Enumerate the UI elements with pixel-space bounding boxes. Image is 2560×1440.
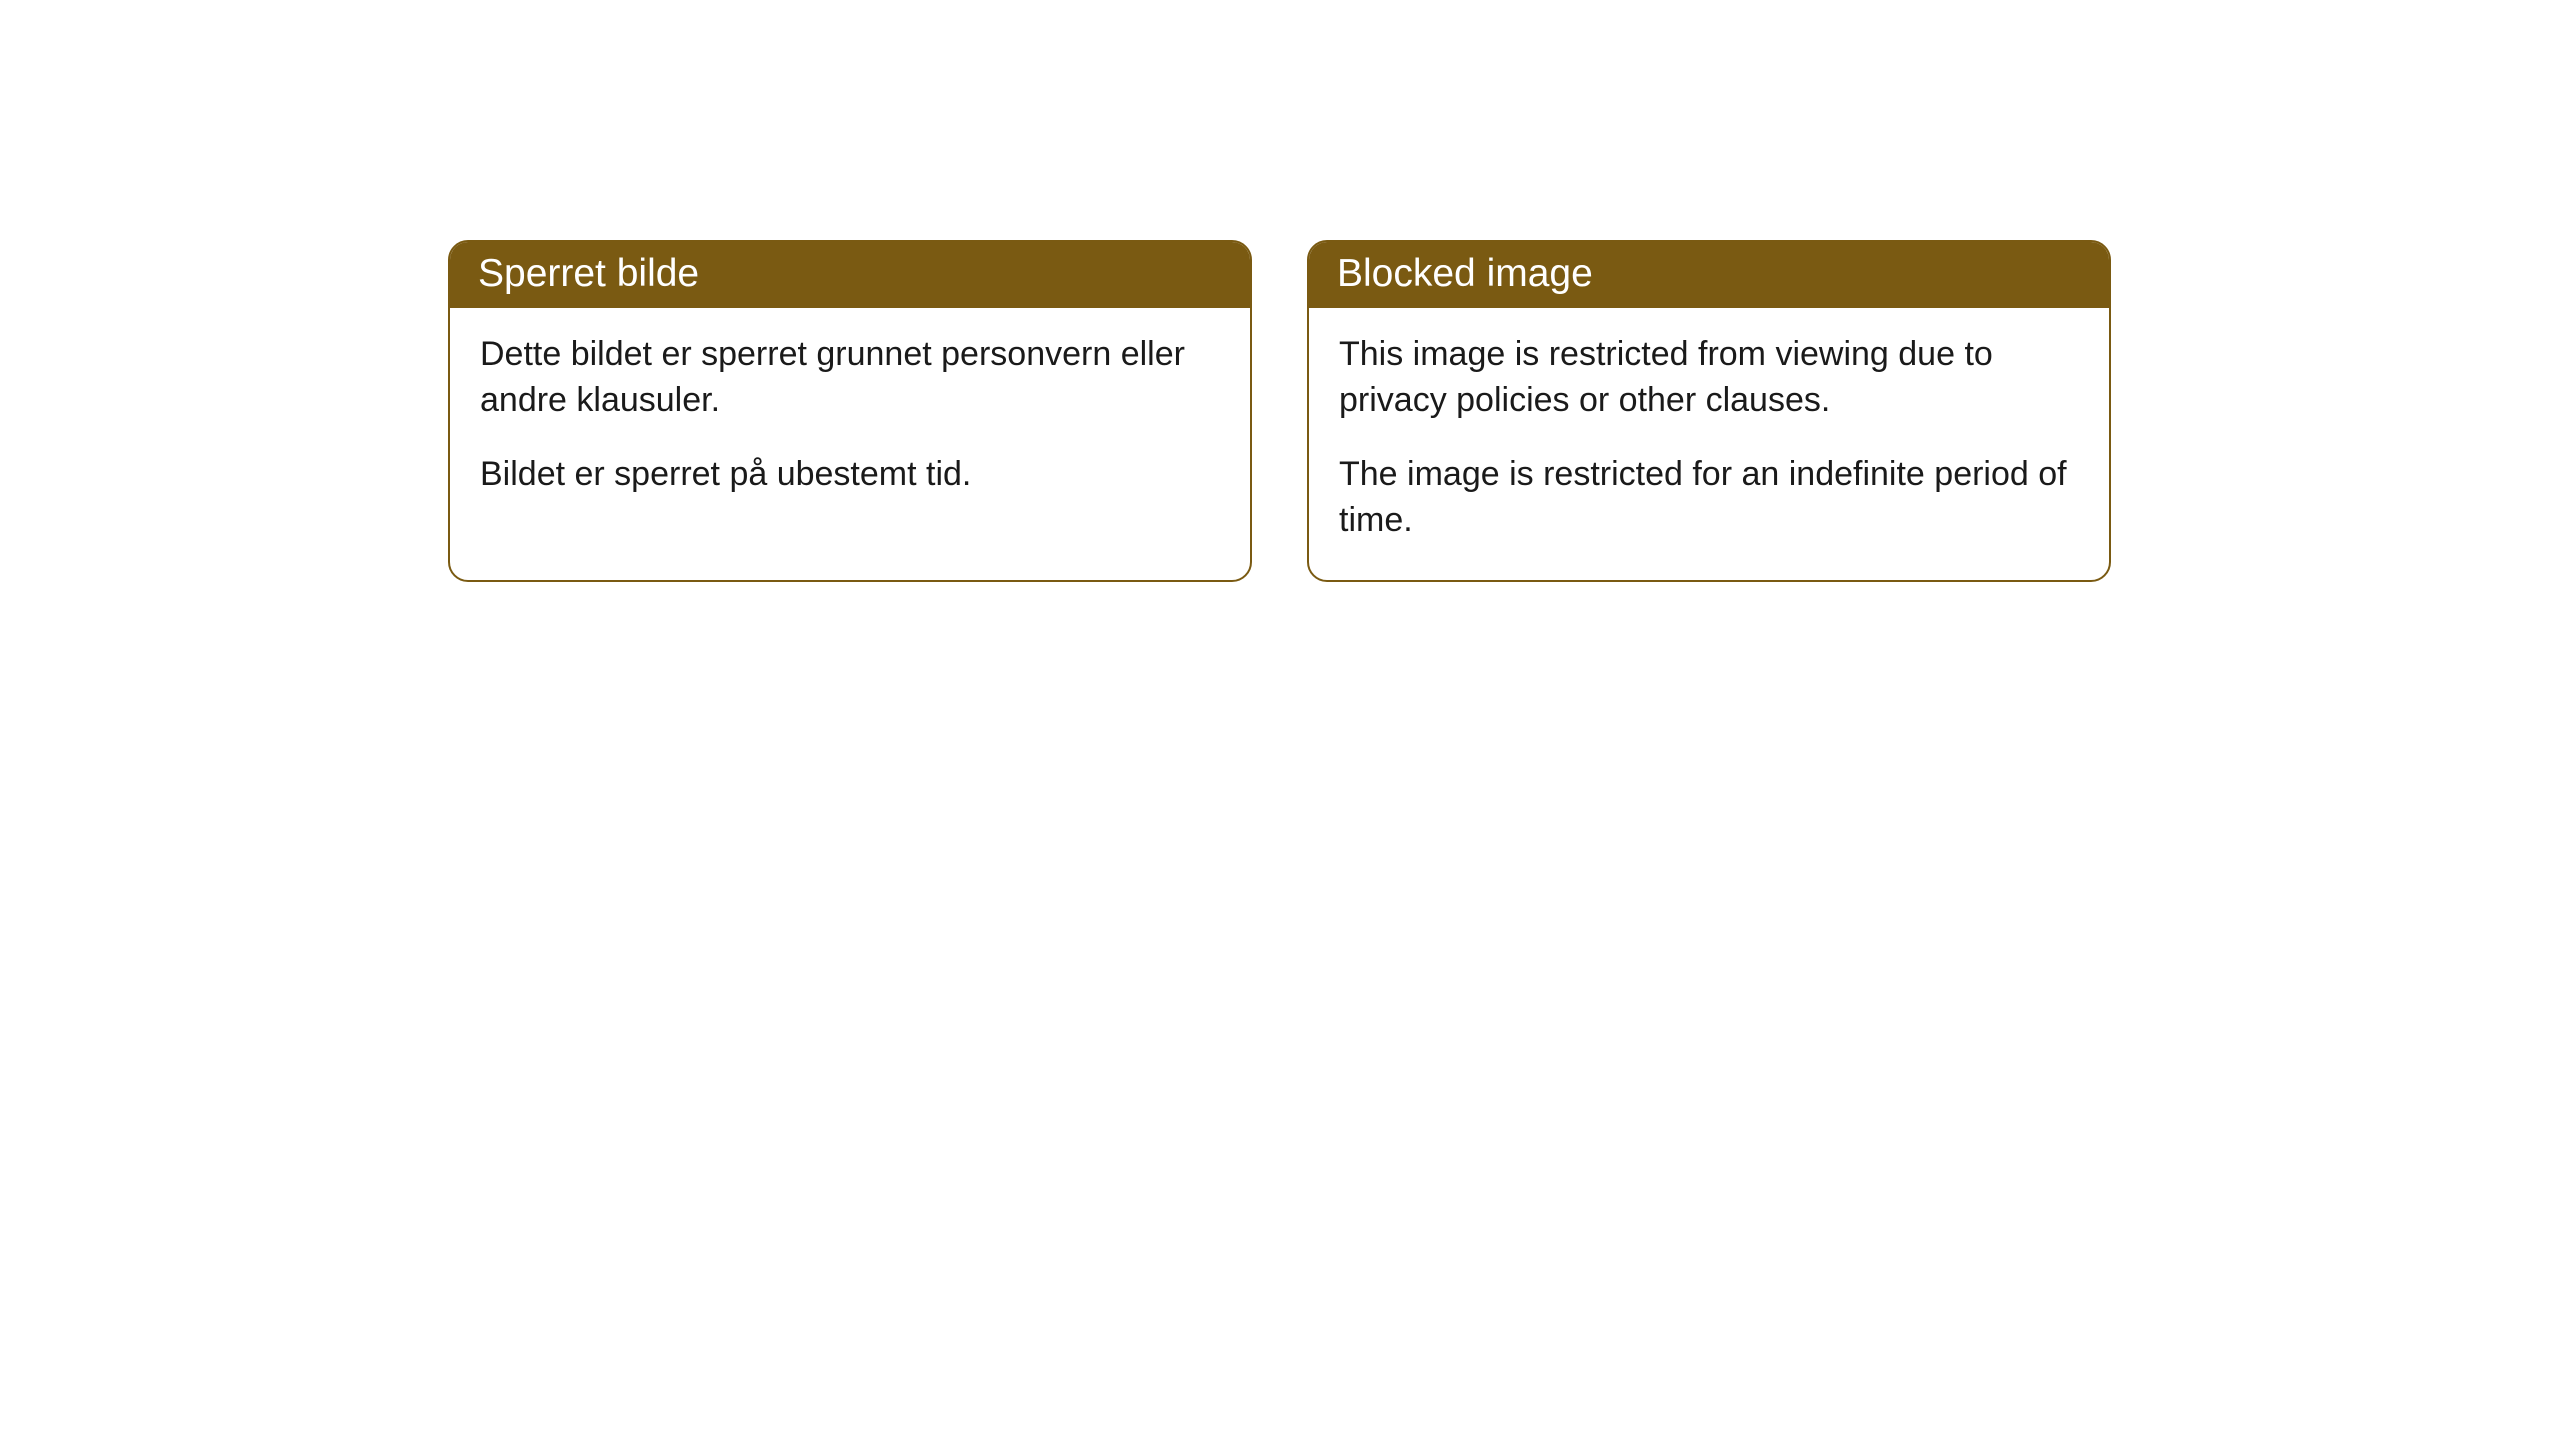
card-header-english: Blocked image: [1309, 242, 2109, 308]
card-title: Blocked image: [1337, 252, 1593, 295]
cards-container: Sperret bilde Dette bildet er sperret gr…: [448, 240, 2111, 582]
card-paragraph: Bildet er sperret på ubestemt tid.: [480, 452, 1220, 498]
card-paragraph: Dette bildet er sperret grunnet personve…: [480, 332, 1220, 424]
card-paragraph: This image is restricted from viewing du…: [1339, 332, 2079, 424]
card-body-english: This image is restricted from viewing du…: [1309, 308, 2109, 580]
card-body-norwegian: Dette bildet er sperret grunnet personve…: [450, 308, 1250, 534]
card-english: Blocked image This image is restricted f…: [1307, 240, 2111, 582]
card-header-norwegian: Sperret bilde: [450, 242, 1250, 308]
card-paragraph: The image is restricted for an indefinit…: [1339, 452, 2079, 544]
card-title: Sperret bilde: [478, 252, 699, 295]
card-norwegian: Sperret bilde Dette bildet er sperret gr…: [448, 240, 1252, 582]
